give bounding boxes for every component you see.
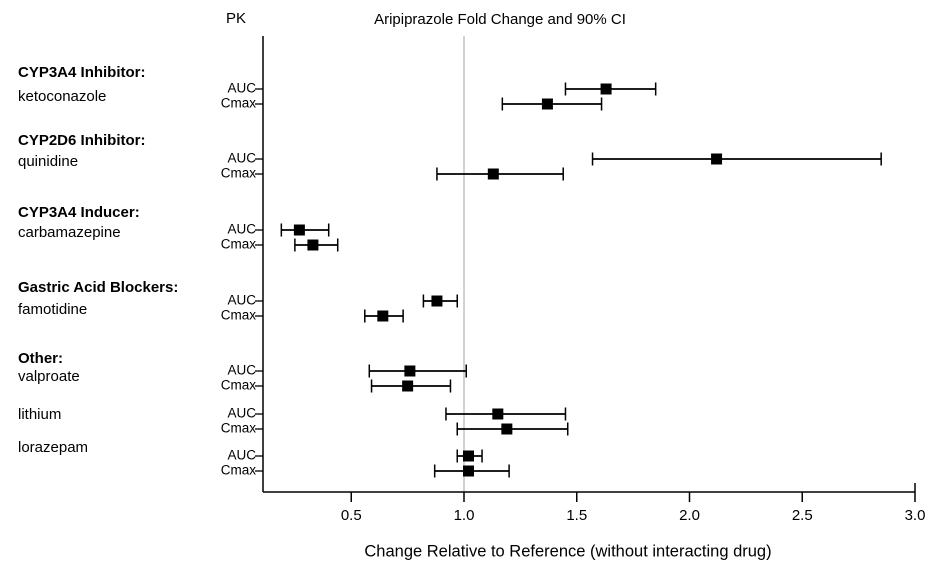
row-measure-label: AUC (227, 151, 256, 166)
row-measure-label: AUC (227, 81, 256, 96)
row-measure-label: Cmax (221, 237, 257, 252)
point-estimate-marker (600, 83, 612, 95)
point-estimate-marker (501, 423, 513, 435)
row-measure-label: AUC (227, 448, 256, 463)
row-measure-label: Cmax (221, 166, 257, 181)
x-tick-label: 0.5 (341, 507, 362, 524)
point-estimate-marker (463, 465, 475, 477)
point-estimate-marker (463, 450, 475, 462)
row-measure-label: Cmax (221, 96, 257, 111)
point-estimate-marker (541, 98, 553, 110)
point-estimate-marker (293, 224, 305, 236)
row-measure-label: Cmax (221, 308, 257, 323)
drug-label: ketoconazole (18, 88, 106, 105)
group-header: CYP3A4 Inducer: (18, 204, 140, 221)
point-estimate-marker (377, 310, 389, 322)
x-tick-label: 1.0 (454, 507, 475, 524)
point-estimate-marker (307, 239, 319, 251)
group-header: CYP2D6 Inhibitor: (18, 132, 146, 149)
point-estimate-marker (487, 168, 499, 180)
chart-title: Aripiprazole Fold Change and 90% CI (374, 11, 626, 28)
x-tick-label: 2.0 (679, 507, 700, 524)
x-tick-label: 3.0 (905, 507, 926, 524)
row-measure-label: AUC (227, 222, 256, 237)
drug-label: carbamazepine (18, 224, 121, 241)
drug-label: valproate (18, 368, 80, 385)
point-estimate-marker (492, 408, 504, 420)
point-estimate-marker (431, 295, 443, 307)
point-estimate-marker (402, 380, 414, 392)
row-measure-label: Cmax (221, 463, 257, 478)
drug-label: lithium (18, 406, 61, 423)
drug-label: quinidine (18, 153, 78, 170)
row-measure-label: Cmax (221, 421, 257, 436)
x-tick-label: 2.5 (792, 507, 813, 524)
x-tick-label: 1.5 (566, 507, 587, 524)
group-header: Gastric Acid Blockers: (18, 279, 178, 296)
row-measure-label: AUC (227, 293, 256, 308)
row-measure-label: AUC (227, 363, 256, 378)
group-header: CYP3A4 Inhibitor: (18, 64, 146, 81)
drug-label: lorazepam (18, 439, 88, 456)
row-measure-label: AUC (227, 406, 256, 421)
x-axis-label: Change Relative to Reference (without in… (364, 542, 771, 560)
drug-label: famotidine (18, 301, 87, 318)
pk-column-header: PK (226, 10, 246, 27)
point-estimate-marker (404, 365, 416, 377)
point-estimate-marker (711, 153, 723, 165)
row-measure-label: Cmax (221, 378, 257, 393)
group-header: Other: (18, 350, 63, 367)
